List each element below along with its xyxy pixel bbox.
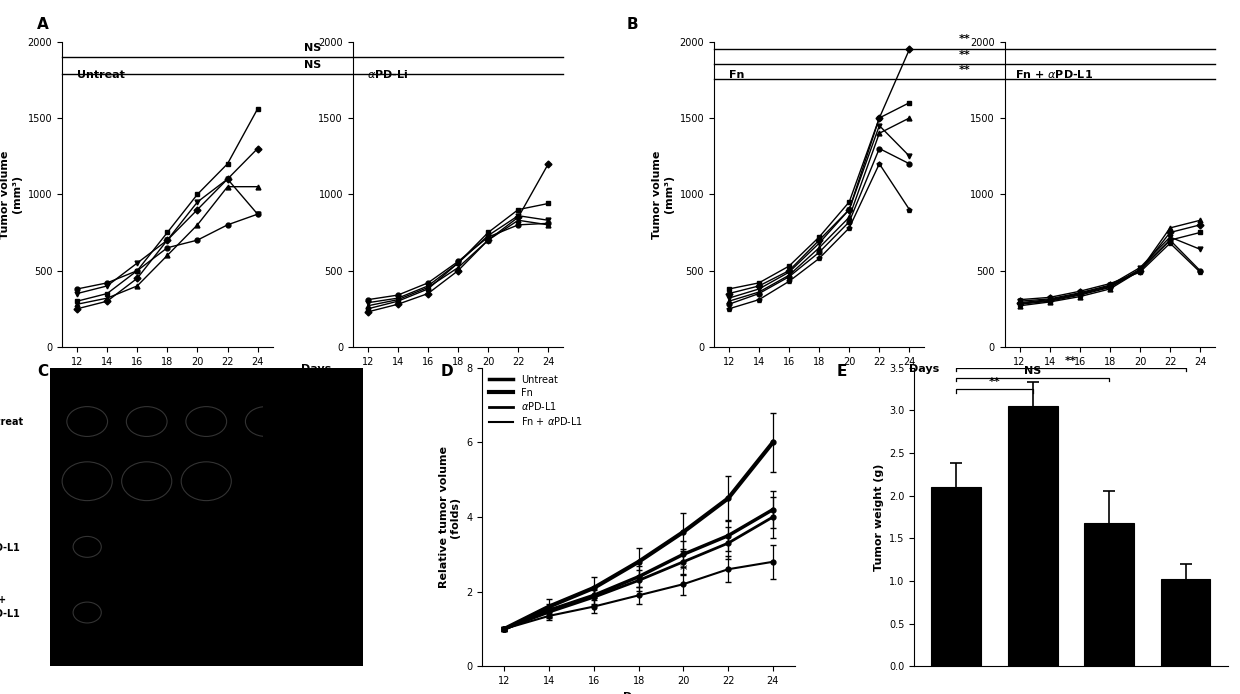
Text: C: C (37, 364, 48, 380)
Text: A: A (37, 17, 48, 33)
Ellipse shape (62, 462, 113, 500)
Legend: Untreat, Fn, $\alpha$PD-L1, Fn + $\alpha$PD-L1: Untreat, Fn, $\alpha$PD-L1, Fn + $\alpha… (487, 373, 585, 430)
Text: $\alpha$PD-L1: $\alpha$PD-L1 (0, 541, 21, 553)
Text: **: ** (959, 50, 971, 60)
Y-axis label: Tumor weight (g): Tumor weight (g) (873, 464, 884, 570)
Ellipse shape (181, 462, 232, 500)
Y-axis label: Tumor volume
(mm³): Tumor volume (mm³) (0, 150, 22, 239)
Ellipse shape (246, 407, 286, 437)
Ellipse shape (122, 462, 172, 500)
Ellipse shape (73, 602, 102, 623)
Y-axis label: Tumor volume
(mm³): Tumor volume (mm³) (652, 150, 673, 239)
Text: **: ** (959, 35, 971, 44)
Text: Fn + $\alpha$PD-L1: Fn + $\alpha$PD-L1 (1016, 68, 1094, 81)
Text: NS: NS (304, 43, 321, 53)
Text: Fn: Fn (729, 70, 744, 81)
FancyBboxPatch shape (263, 368, 363, 666)
Ellipse shape (186, 407, 227, 437)
Text: NS: NS (304, 60, 321, 70)
Text: **: ** (988, 378, 1001, 387)
Bar (1161, 579, 1210, 666)
Text: Days: Days (909, 364, 939, 374)
Text: Days: Days (301, 364, 331, 374)
Text: *: * (680, 564, 687, 579)
Ellipse shape (67, 407, 108, 437)
Text: NS: NS (1024, 366, 1042, 376)
Text: **: ** (1065, 356, 1076, 366)
Text: D: D (440, 364, 453, 380)
Text: Fn +
$\alpha$PD-L1: Fn + $\alpha$PD-L1 (0, 595, 21, 618)
Text: Untreat: Untreat (0, 416, 22, 427)
Bar (1008, 406, 1058, 666)
Bar (931, 487, 981, 666)
Ellipse shape (73, 536, 102, 557)
Text: $\alpha$PD-Li: $\alpha$PD-Li (367, 68, 409, 81)
Text: Untreat: Untreat (77, 70, 125, 81)
Text: E: E (837, 364, 847, 380)
Y-axis label: Relative tumor volume
(folds): Relative tumor volume (folds) (439, 446, 460, 588)
Text: B: B (626, 17, 637, 33)
X-axis label: Days: Days (624, 691, 653, 694)
Bar (1084, 523, 1135, 666)
Text: **: ** (959, 65, 971, 75)
Ellipse shape (126, 407, 167, 437)
